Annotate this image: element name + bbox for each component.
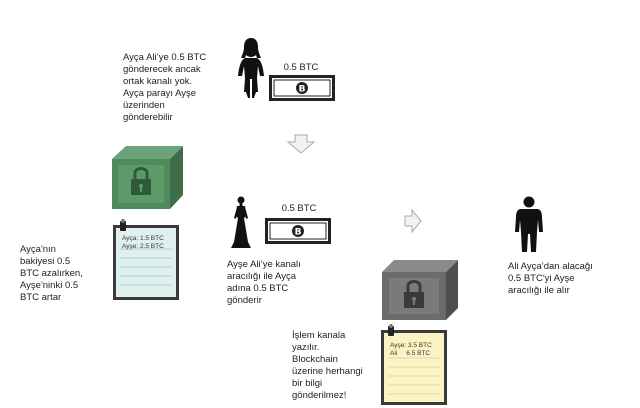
- bill-amount-label: 0.5 BTC: [281, 203, 317, 214]
- text-line: gönderir: [227, 295, 262, 306]
- text-line: gönderilmez!: [292, 390, 347, 401]
- note-line: Ayşe: 3.5 BTC: [390, 342, 432, 349]
- text-line: 0.5 BTC'yi Ayşe: [508, 273, 575, 284]
- text-line: Ayşe Ali’ye kanalı: [227, 259, 301, 270]
- text-line: Blockchain: [292, 354, 338, 365]
- woman-silhouette-icon: [236, 38, 266, 100]
- text-line: yazılır.: [292, 342, 320, 353]
- text-line: gönderebilir: [123, 112, 173, 123]
- clipboard-note-icon: Ayça: 1.5 BTC Ayşe: 2.5 BTC: [112, 219, 180, 301]
- text-line: Ayça parayı Ayşe: [123, 88, 197, 99]
- text-line: Ali Ayça’dan alacağı: [508, 261, 593, 272]
- bill-amount-label: 0.5 BTC: [283, 62, 319, 73]
- text-line: Ayşe'ninki 0.5: [20, 280, 79, 291]
- note-line: Ayça: 1.5 BTC: [122, 235, 164, 242]
- text-line: bakiyesi 0.5: [20, 256, 71, 267]
- text-line: İşlem kanala: [292, 330, 346, 341]
- text-line: Ayça'nın: [20, 244, 56, 255]
- svg-text:B: B: [295, 228, 302, 238]
- lock-box-icon: [380, 256, 460, 322]
- man-silhouette-icon: [513, 196, 545, 254]
- channel-note-text: İşlem kanala yazılır. Blockchain üzerine…: [292, 330, 363, 402]
- text-line: aracılığı ile Ayça: [227, 271, 297, 282]
- ayca-balance-text: Ayça'nın bakiyesi 0.5 BTC azalırken, Ayş…: [20, 244, 83, 304]
- clipboard-note-icon: Ayşe: 3.5 BTC Ali 6.5 BTC: [380, 324, 448, 406]
- note-line: Ali 6.5 BTC: [390, 350, 431, 357]
- text-line: aracılığı ile alır: [508, 285, 570, 296]
- text-line: ortak kanalı yok.: [123, 76, 193, 87]
- ayca-intro-text: Ayça Ali’ye 0.5 BTC gönderecek ancak ort…: [123, 52, 206, 124]
- text-line: gönderecek ancak: [123, 64, 201, 75]
- text-line: Ayça Ali’ye 0.5 BTC: [123, 52, 207, 63]
- note-line: Ayşe: 2.5 BTC: [122, 243, 164, 250]
- text-line: BTC azalırken,: [20, 268, 83, 279]
- ayse-sends-text: Ayşe Ali’ye kanalı aracılığı ile Ayça ad…: [227, 259, 301, 307]
- text-line: adına 0.5 BTC: [227, 283, 289, 294]
- text-line: üzerine herhangi: [292, 366, 363, 377]
- ali-receives-text: Ali Ayça’dan alacağı 0.5 BTC'yi Ayşe ara…: [508, 261, 593, 297]
- lock-box-icon: [110, 143, 185, 211]
- svg-text:B: B: [299, 85, 306, 95]
- right-arrow-icon: [404, 209, 422, 233]
- bitcoin-bill-icon: B: [268, 74, 336, 102]
- text-line: bir bilgi: [292, 378, 323, 389]
- down-arrow-icon: [286, 134, 316, 154]
- text-line: üzerinden: [123, 100, 165, 111]
- woman-silhouette-icon: [229, 196, 253, 250]
- bitcoin-bill-icon: B: [264, 217, 332, 245]
- text-line: BTC artar: [20, 292, 62, 303]
